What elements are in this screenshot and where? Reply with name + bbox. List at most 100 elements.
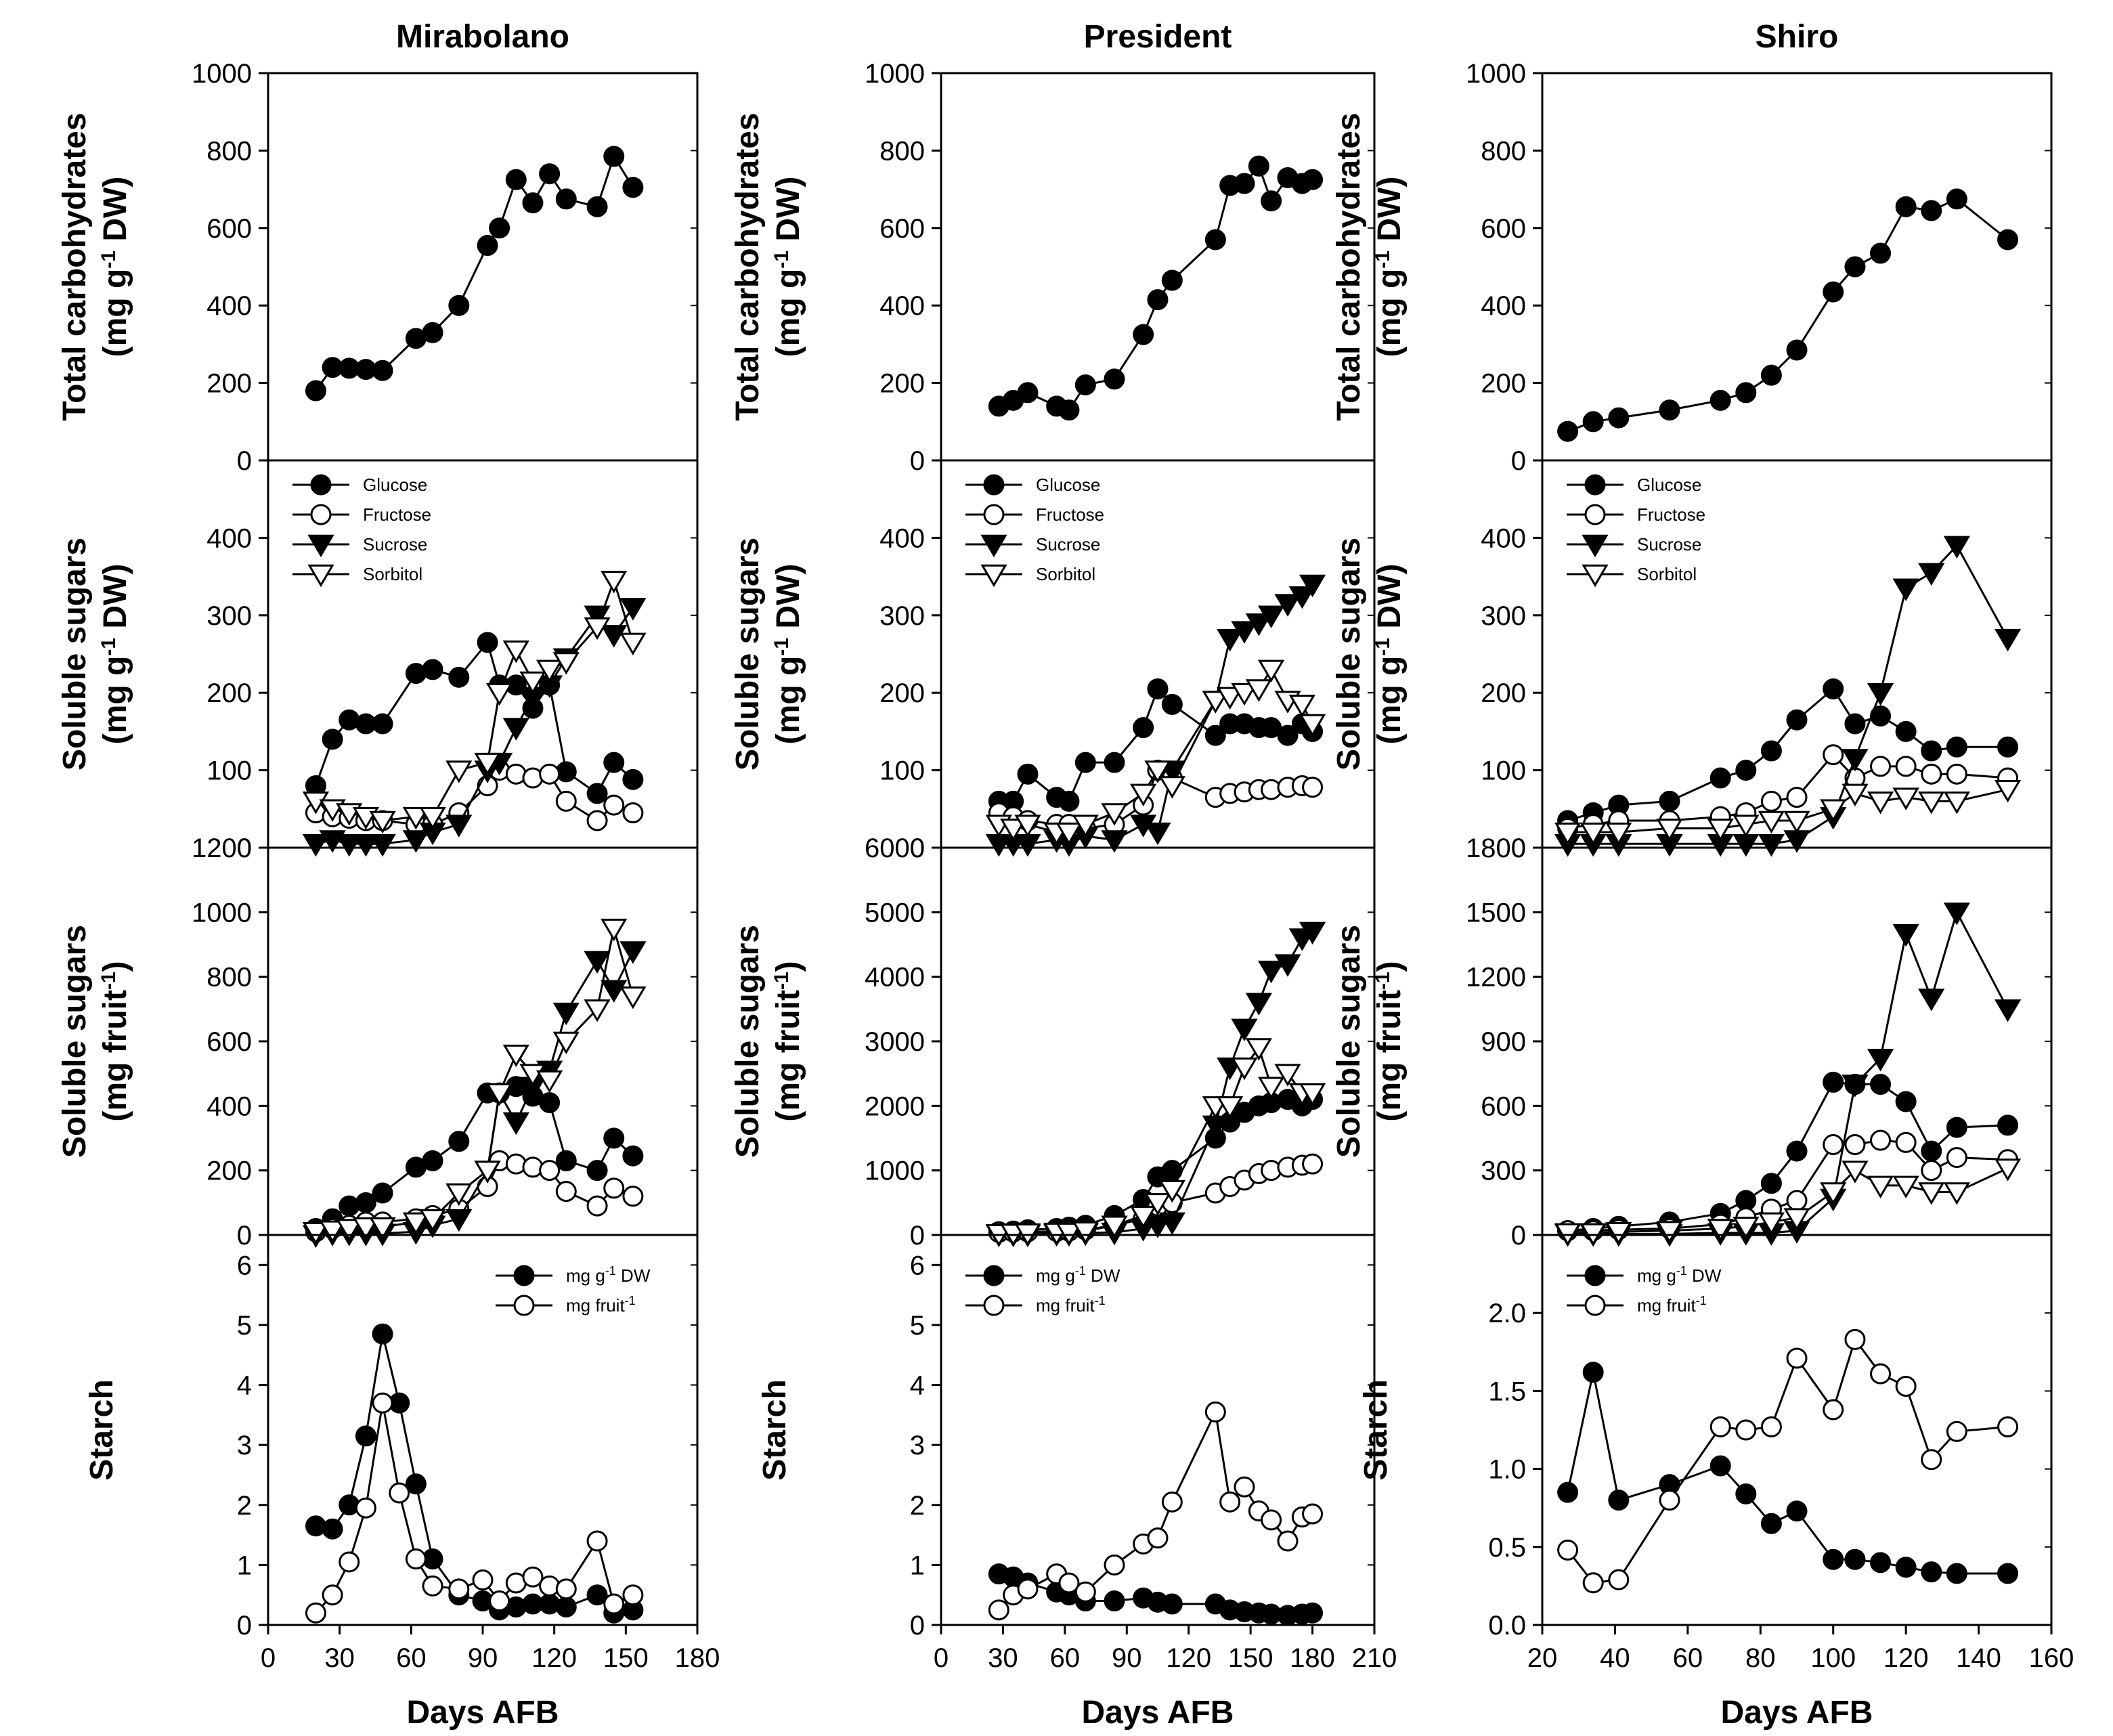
y-tick-label: 1 <box>910 1550 925 1580</box>
point-sucrose <box>1994 999 2022 1022</box>
point-mg-fruit-1 <box>1946 1420 1967 1442</box>
point-mg-fruit-1 <box>489 1590 510 1612</box>
series-line-total-carbohydrates <box>315 154 634 391</box>
point-mg-fruit-1 <box>1234 1476 1255 1498</box>
point-sucrose <box>1217 628 1244 652</box>
legend-label-sorbitol: Sorbitol <box>1637 564 1697 584</box>
y-tick-label: 3 <box>910 1431 925 1460</box>
point-total-carbohydrates <box>1823 281 1844 303</box>
x-tick-label: 60 <box>1673 1643 1703 1673</box>
point-sorbitol <box>1245 679 1272 702</box>
point-glucose <box>1823 678 1844 699</box>
point-mg-fruit-1 <box>988 1599 1009 1621</box>
point-sorbitol <box>601 918 628 942</box>
point-sucrose <box>1994 628 2022 652</box>
y-tick-label: 100 <box>206 756 252 786</box>
point-fructose <box>622 802 644 824</box>
point-sorbitol <box>474 752 501 776</box>
point-glucose <box>539 1092 561 1114</box>
point-glucose <box>372 1182 393 1204</box>
point-sucrose <box>1733 834 1760 857</box>
point-sorbitol <box>1842 783 1869 807</box>
x-tick-label: 100 <box>1810 1643 1856 1673</box>
point-glucose <box>622 768 644 790</box>
point-glucose <box>477 632 498 653</box>
point-sorbitol <box>1257 1077 1285 1100</box>
point-sorbitol <box>445 1183 473 1207</box>
point-glucose <box>603 752 625 773</box>
y-axis-label: Soluble sugars <box>57 538 93 771</box>
point-sorbitol <box>1158 776 1185 799</box>
y-tick-label: 0 <box>237 1221 252 1251</box>
point-mg-fruit-1 <box>1017 1578 1039 1600</box>
legend-label-fructose: Fructose <box>363 504 431 525</box>
point-glucose <box>1921 1140 1942 1162</box>
point-sucrose <box>502 1112 529 1135</box>
y-tick-label: 1200 <box>1466 963 1526 993</box>
point-mg-fruit-1 <box>355 1497 376 1519</box>
y-tick-label: 0.5 <box>1488 1533 1526 1563</box>
point-fructose <box>1946 1147 1967 1169</box>
point-glucose <box>1997 1114 2019 1136</box>
point-sorbitol <box>1217 687 1244 710</box>
point-fructose <box>1786 1190 1808 1211</box>
point-fructose <box>539 1160 561 1181</box>
point-total-carbohydrates <box>422 322 443 343</box>
point-sorbitol <box>1101 1215 1128 1238</box>
y-tick-label: 3 <box>237 1431 252 1460</box>
y-tick-label: 400 <box>206 291 252 321</box>
series-line-mg-g-1-dw <box>1567 1372 2008 1575</box>
point-mg-g-1-dw <box>1582 1362 1604 1383</box>
y-tick-label: 100 <box>879 756 925 786</box>
y-axis-label: Soluble sugars <box>730 538 766 771</box>
y-tick-label: 2 <box>237 1491 252 1521</box>
y-tick-label: 800 <box>206 136 252 166</box>
point-fructose <box>1823 1134 1844 1156</box>
point-sorbitol <box>1299 714 1326 737</box>
x-tick-label: 150 <box>1228 1643 1273 1673</box>
point-mg-fruit-1 <box>405 1548 427 1570</box>
point-glucose <box>372 713 393 735</box>
point-total-carbohydrates <box>1844 256 1866 278</box>
y-tick-label: 5000 <box>865 898 925 928</box>
point-glucose <box>622 1145 644 1167</box>
point-sorbitol <box>584 999 611 1022</box>
y-tick-label: 1000 <box>1466 59 1526 89</box>
point-mg-fruit-1 <box>1557 1539 1579 1561</box>
x-tick-label: 0 <box>934 1643 949 1673</box>
point-mg-fruit-1 <box>389 1482 410 1504</box>
point-sucrose <box>1299 574 1326 598</box>
point-total-carbohydrates <box>1760 364 1782 386</box>
point-mg-g-1-dw <box>539 1593 561 1615</box>
point-sucrose <box>369 834 396 857</box>
y-axis-label: Starch <box>757 1379 793 1480</box>
point-sucrose <box>1231 1018 1258 1042</box>
y-axis-label: Soluble sugars <box>1331 538 1367 771</box>
point-sucrose <box>1257 605 1285 628</box>
plot-frame <box>940 1234 1376 1626</box>
legend-marker-glucose <box>1584 474 1606 496</box>
point-glucose <box>1133 717 1154 739</box>
point-glucose <box>1823 1071 1844 1093</box>
legend-marker-fructose <box>310 504 332 525</box>
point-fructose <box>555 790 577 812</box>
point-sorbitol <box>601 571 628 594</box>
point-total-carbohydrates <box>1104 368 1125 390</box>
point-sucrose <box>1918 989 1945 1012</box>
plot-frame <box>1541 1234 2053 1626</box>
point-sucrose <box>402 830 430 853</box>
point-mg-g-1-dw <box>1161 1593 1183 1615</box>
point-mg-g-1-dw <box>1823 1548 1844 1570</box>
legend-marker-sorbitol <box>1582 564 1609 588</box>
point-mg-fruit-1 <box>1844 1328 1866 1350</box>
point-mg-fruit-1 <box>1219 1491 1241 1513</box>
point-sorbitol <box>519 1064 546 1087</box>
point-sorbitol <box>584 617 611 641</box>
point-mg-fruit-1 <box>339 1551 360 1573</box>
y-axis-label: Total carbohydrates <box>730 112 766 420</box>
point-sorbitol <box>1867 791 1894 815</box>
